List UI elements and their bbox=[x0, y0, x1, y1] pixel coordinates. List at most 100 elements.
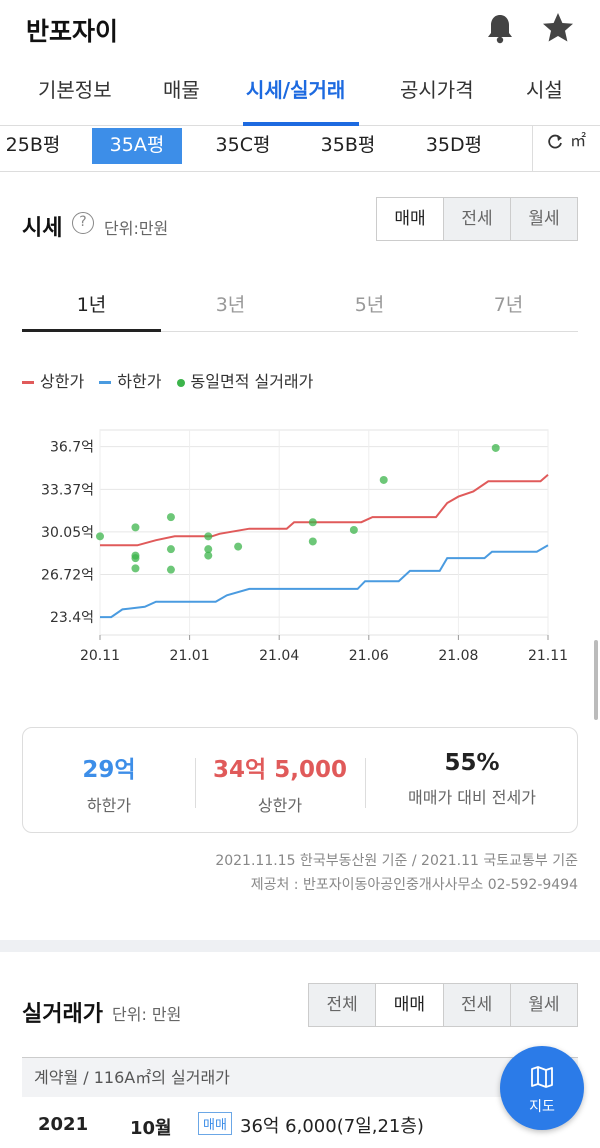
unit-toggle-label: ㎡ bbox=[570, 131, 587, 150]
chart-deal-point bbox=[308, 518, 317, 527]
top-bar: 반포자이 bbox=[0, 0, 600, 56]
period-tab-indicator bbox=[22, 329, 161, 332]
legend-upper-swatch bbox=[22, 381, 34, 384]
chart-deal-point bbox=[166, 513, 175, 522]
star-icon[interactable] bbox=[540, 10, 576, 46]
chart-x-tick-label: 21.11 bbox=[528, 648, 568, 664]
tab-official-price[interactable]: 공시가격 bbox=[400, 78, 474, 102]
size-option[interactable]: 35D평 bbox=[425, 134, 483, 156]
unit-toggle-button[interactable]: ㎡ bbox=[532, 126, 600, 172]
table-row[interactable]: 2021 10월 매매 36억 6,000(7일,21층) bbox=[22, 1100, 578, 1148]
size-option[interactable]: 35C평 bbox=[215, 134, 271, 156]
segment-sale[interactable]: 매매 bbox=[377, 198, 443, 240]
chart-x-tick-label: 20.11 bbox=[80, 648, 120, 664]
period-tab-5y[interactable]: 5년 bbox=[354, 294, 385, 316]
chart-deal-point bbox=[166, 545, 175, 554]
chart-deal-point bbox=[96, 532, 104, 541]
bell-icon[interactable] bbox=[482, 10, 518, 46]
price-summary-card: 29억 하한가 34억 5,000 상한가 55% 매매가 대비 전세가 bbox=[22, 727, 578, 833]
legend-upper: 상한가 bbox=[22, 368, 84, 392]
summary-upper-label: 상한가 bbox=[257, 796, 303, 815]
chart-deal-point bbox=[204, 532, 213, 541]
refresh-icon bbox=[548, 134, 562, 148]
chart-y-tick-label: 33.37억 bbox=[41, 482, 94, 498]
source-note: 2021.11.15 한국부동산원 기준 / 2021.11 국토교통부 기준 bbox=[215, 853, 578, 869]
summary-divider bbox=[195, 758, 196, 808]
chart-y-tick-label: 26.72억 bbox=[41, 568, 94, 584]
legend-deal-label: 동일면적 실거래가 bbox=[190, 372, 314, 391]
deals-table-header: 계약월 / 116A㎡의 실거래가 bbox=[22, 1057, 578, 1097]
map-icon bbox=[531, 1066, 553, 1088]
price-chart: 23.4억 26.72억 30.05억 33.37억 36.7억 20.11 21.01 21… bbox=[41, 429, 568, 664]
size-option-active[interactable]: 35A평 bbox=[92, 128, 182, 164]
chart-deal-point bbox=[131, 564, 140, 573]
tab-basic-info[interactable]: 기본정보 bbox=[38, 78, 112, 102]
legend-upper-label: 상한가 bbox=[40, 372, 85, 391]
deals-section-title: 실거래가 bbox=[22, 1002, 103, 1027]
provider-note: 제공처 : 반포자이동아공인중개사사무소 02-592-9494 bbox=[250, 877, 578, 893]
chart-x-tick-label: 21.04 bbox=[259, 648, 299, 664]
chart-deal-point bbox=[204, 545, 213, 554]
segment-jeonse[interactable]: 전세 bbox=[443, 198, 510, 240]
legend-lower: 하한가 bbox=[99, 368, 161, 392]
segment-monthly[interactable]: 월세 bbox=[509, 984, 577, 1026]
chart-x-tick-label: 21.01 bbox=[170, 648, 210, 664]
help-icon[interactable]: ? bbox=[72, 212, 94, 234]
size-selector: 25B평 35A평 35C평 35B평 35D평 ㎡ bbox=[0, 126, 600, 172]
chart-deal-point bbox=[379, 475, 388, 484]
chart-y-tick-label: 30.05억 bbox=[41, 525, 94, 541]
period-tabs: 1년 3년 5년 7년 bbox=[22, 280, 578, 332]
chart-plot-area bbox=[99, 429, 549, 636]
chart-deal-point bbox=[491, 443, 500, 452]
chart-deal-point bbox=[234, 542, 243, 551]
section-divider bbox=[0, 940, 600, 952]
size-option[interactable]: 35B평 bbox=[320, 134, 376, 156]
period-tab-1y[interactable]: 1년 bbox=[76, 294, 107, 316]
price-type-segment: 매매 전세 월세 bbox=[376, 197, 578, 241]
segment-all[interactable]: 전체 bbox=[309, 984, 376, 1026]
chart-lower-line bbox=[100, 544, 549, 619]
deal-type-badge: 매매 bbox=[198, 1112, 232, 1135]
tab-market-price[interactable]: 시세/실거래 bbox=[246, 78, 346, 102]
summary-ratio-value: 55% bbox=[444, 750, 500, 776]
deal-price: 36억 6,000(7일,21층) bbox=[240, 1116, 424, 1137]
legend-deal: 동일면적 실거래가 bbox=[176, 368, 314, 392]
summary-ratio: 55% 매매가 대비 전세가 bbox=[365, 750, 579, 808]
page-title: 반포자이 bbox=[26, 17, 119, 46]
map-button[interactable]: 지도 bbox=[500, 1046, 584, 1130]
chart-deal-point bbox=[131, 554, 140, 563]
segment-sale[interactable]: 매매 bbox=[375, 984, 443, 1026]
segment-jeonse[interactable]: 전세 bbox=[442, 984, 510, 1026]
price-section-title: 시세 bbox=[22, 216, 63, 241]
size-option[interactable]: 25B평 bbox=[5, 134, 61, 156]
deals-unit-label: 단위: 만원 bbox=[112, 1005, 182, 1024]
chart-y-tick-label: 23.4억 bbox=[50, 610, 94, 626]
summary-upper-value: 34억 5,000 bbox=[213, 757, 347, 783]
legend-lower-label: 하한가 bbox=[117, 372, 162, 391]
chart-x-tick-label: 21.06 bbox=[349, 648, 389, 664]
chart-x-tick-label: 21.08 bbox=[438, 648, 478, 664]
price-unit-label: 단위:만원 bbox=[104, 219, 169, 238]
chart-legend: 상한가 하한가 동일면적 실거래가 bbox=[22, 368, 323, 392]
tab-facilities[interactable]: 시설 bbox=[526, 78, 563, 102]
legend-lower-swatch bbox=[99, 381, 112, 384]
segment-monthly[interactable]: 월세 bbox=[510, 198, 577, 240]
tab-listings[interactable]: 매물 bbox=[163, 78, 200, 102]
summary-ratio-label: 매매가 대비 전세가 bbox=[408, 788, 536, 807]
period-tab-3y[interactable]: 3년 bbox=[215, 294, 246, 316]
summary-lower-label: 하한가 bbox=[86, 796, 132, 815]
chart-upper-line bbox=[100, 474, 549, 547]
scrollbar[interactable] bbox=[594, 640, 598, 720]
deal-month: 10월 bbox=[130, 1118, 172, 1139]
legend-deal-swatch bbox=[176, 378, 185, 387]
chart-deal-point bbox=[204, 551, 213, 560]
map-button-label: 지도 bbox=[529, 1099, 555, 1115]
summary-lower-value: 29억 bbox=[82, 757, 136, 783]
deal-type-segment: 전체 매매 전세 월세 bbox=[308, 983, 578, 1027]
chart-deal-point bbox=[349, 525, 358, 534]
chart-y-tick-label: 36.7억 bbox=[50, 440, 94, 456]
summary-upper: 34억 5,000 상한가 bbox=[195, 750, 365, 816]
chart-deal-point bbox=[166, 565, 175, 574]
period-tab-7y[interactable]: 7년 bbox=[493, 294, 524, 316]
active-tab-indicator bbox=[243, 122, 359, 126]
